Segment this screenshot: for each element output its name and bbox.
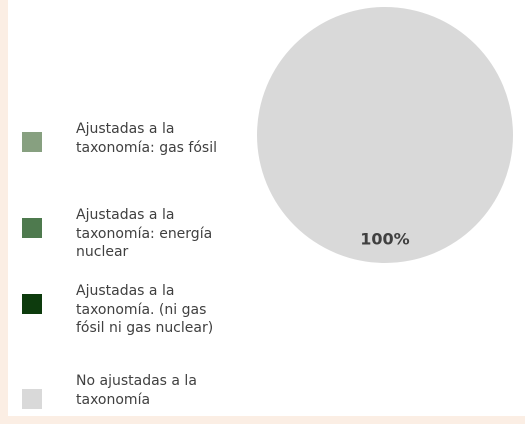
data-label: 100%: [360, 229, 409, 248]
legend-swatch: [22, 389, 42, 409]
legend-swatch: [22, 132, 42, 152]
pie-slice: [257, 7, 513, 263]
legend-label: Ajustadas a la taxonomía. (ni gas fósil …: [76, 283, 214, 336]
chart: 100%: [257, 7, 513, 263]
legend-swatch: [22, 294, 42, 314]
chart-panel: 100% Ajustadas a la taxonomía: gas fósil…: [8, 0, 525, 416]
legend-label: Ajustadas a la taxonomía: energía nuclea…: [76, 207, 213, 260]
legend-label: No ajustadas a la taxonomía: [76, 373, 197, 408]
legend-swatch: [22, 218, 42, 238]
legend-label: Ajustadas a la taxonomía: gas fósil: [76, 121, 217, 156]
